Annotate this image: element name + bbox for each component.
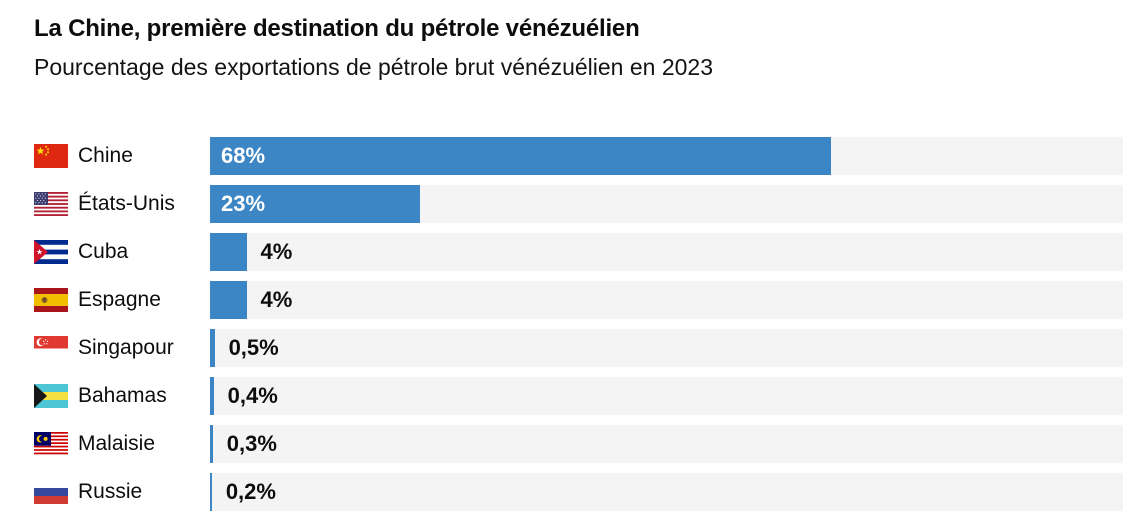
cuba-flag-icon [34, 240, 68, 264]
malaysia-flag-icon [34, 432, 68, 456]
russia-flag-icon [34, 480, 68, 504]
bar-row: Singapour 0,5% [34, 329, 1123, 367]
bar-row: États-Unis 23% [34, 185, 1123, 223]
row-label: Russie [34, 473, 210, 511]
bar-track: 68% [210, 137, 1123, 175]
bar-row: Russie 0,2% [34, 473, 1123, 511]
value-label: 68% [221, 143, 266, 168]
value-label: 0,3% [226, 431, 277, 456]
country-label: Cuba [78, 240, 129, 263]
row-label: Cuba [34, 233, 210, 271]
value-label: 4% [260, 287, 293, 312]
bar-fill [210, 473, 212, 511]
bar-row: Chine 68% [34, 137, 1123, 175]
bar-fill [210, 185, 420, 223]
bar-track: 0,5% [210, 329, 1123, 367]
bar-fill [210, 329, 215, 367]
bar-track: 0,4% [210, 377, 1123, 415]
bar-row: Malaisie 0,3% [34, 425, 1123, 463]
country-label: Chine [78, 144, 133, 167]
value-label: 0,2% [225, 479, 276, 504]
bar-row: Bahamas 0,4% [34, 377, 1123, 415]
chart-title: La Chine, première destination du pétrol… [34, 15, 640, 42]
china-flag-icon [34, 144, 68, 168]
row-label: Malaisie [34, 425, 210, 463]
bar-row: Espagne 4% [34, 281, 1123, 319]
country-label: Singapour [78, 336, 174, 359]
country-label: Espagne [78, 288, 161, 311]
country-label: Malaisie [78, 432, 156, 455]
bar-row: Cuba 4% [34, 233, 1123, 271]
bar-fill [210, 137, 831, 175]
value-label: 0,5% [228, 335, 279, 360]
bar-fill [210, 281, 247, 319]
value-label: 23% [221, 191, 266, 216]
chart-card: La Chine, première destination du pétrol… [34, 15, 1123, 511]
bar-track: 23% [210, 185, 1123, 223]
bahamas-flag-icon [34, 384, 68, 408]
singapore-flag-icon [34, 336, 68, 360]
spain-flag-icon [34, 288, 68, 312]
bar-fill [210, 377, 214, 415]
bar-fill [210, 425, 213, 463]
bar-chart: Chine 68% États-Unis 23% Cuba 4% Espagne [34, 137, 1123, 511]
row-label: Bahamas [34, 377, 210, 415]
bar-track: 4% [210, 233, 1123, 271]
row-label: États-Unis [34, 185, 210, 223]
chart-subtitle: Pourcentage des exportations de pétrole … [34, 54, 713, 80]
value-label: 0,4% [227, 383, 278, 408]
bar-track: 0,2% [210, 473, 1123, 511]
row-label: Singapour [34, 329, 210, 367]
country-label: Russie [78, 480, 143, 503]
bar-fill [210, 233, 247, 271]
row-label: Espagne [34, 281, 210, 319]
bar-track: 0,3% [210, 425, 1123, 463]
row-label: Chine [34, 137, 210, 175]
value-label: 4% [260, 239, 293, 264]
usa-flag-icon [34, 192, 68, 216]
country-label: Bahamas [78, 384, 167, 407]
country-label: États-Unis [78, 192, 175, 215]
bar-track: 4% [210, 281, 1123, 319]
